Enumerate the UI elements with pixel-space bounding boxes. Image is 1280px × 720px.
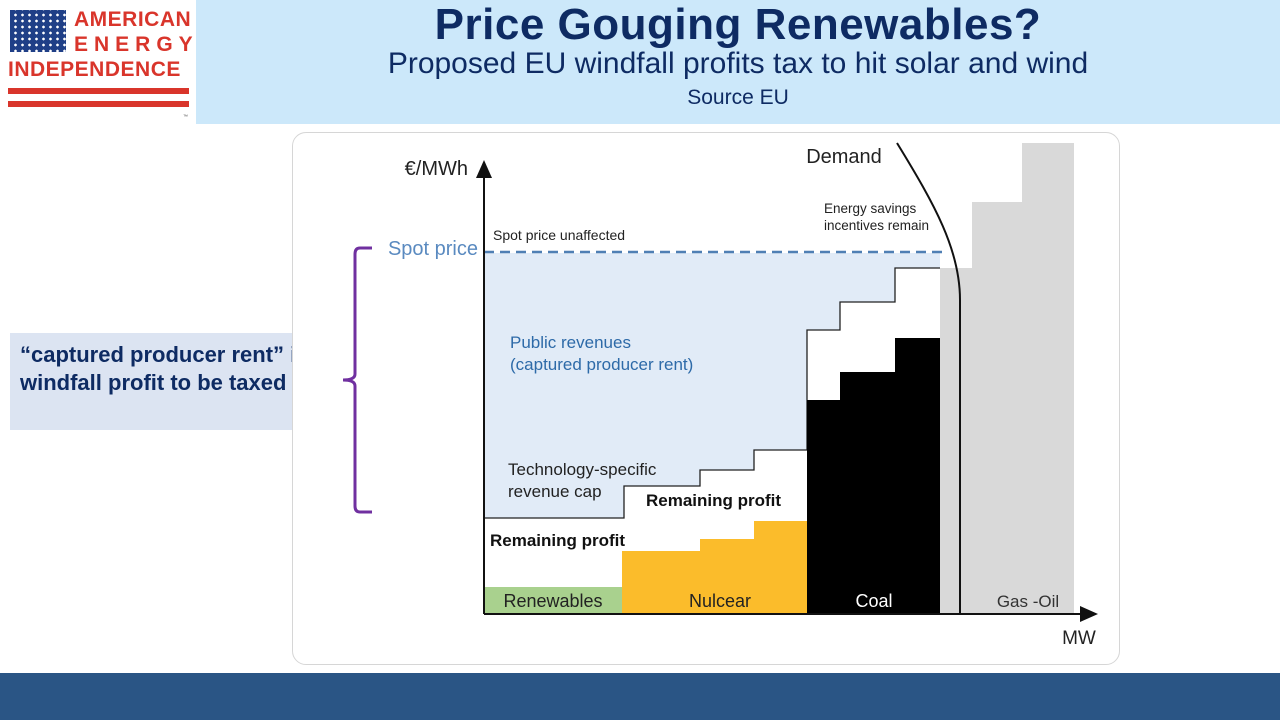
y-axis-label: €/MWh	[405, 158, 468, 180]
coal-bar	[807, 338, 940, 614]
logo-line-1: AMERICAN	[74, 8, 192, 31]
public-revenues-label: Public revenues	[510, 333, 631, 352]
y-axis-arrow	[476, 160, 492, 178]
logo-line-2: ENERGY	[74, 33, 199, 56]
coal-label: Coal	[855, 591, 892, 611]
remaining-profit-label-renewables: Remaining profit	[490, 531, 625, 550]
footer-bar	[0, 673, 1280, 720]
callout-box: “captured producer rent” is windfall pro…	[10, 333, 330, 430]
bracket-icon	[342, 246, 372, 514]
demand-label: Demand	[806, 146, 882, 168]
demand-curve	[896, 142, 961, 614]
slide-subtitle: Proposed EU windfall profits tax to hit …	[387, 47, 1089, 80]
logo-trademark: ™	[183, 114, 188, 120]
slide-source: Source EU	[687, 86, 789, 109]
renewables-bar	[484, 587, 622, 614]
x-axis-label: MW	[1062, 628, 1096, 649]
gas-label: Gas -Oil	[997, 592, 1059, 611]
logo-line-3: INDEPENDENCE	[8, 58, 181, 81]
revenue-cap-line	[484, 267, 940, 519]
logo-stripe	[8, 101, 189, 107]
public-revenue-area	[484, 253, 940, 518]
flag-icon	[10, 10, 66, 52]
logo: AMERICAN ENERGY INDEPENDENCE ™	[0, 0, 196, 124]
nuclear-bar	[622, 521, 807, 614]
slide-header: Price Gouging Renewables? Proposed EU wi…	[196, 0, 1280, 124]
tech-cap-sublabel: revenue cap	[508, 482, 602, 501]
spot-price-label: Spot price	[388, 238, 478, 260]
energy-savings-label: Energy savings	[824, 201, 917, 216]
nuclear-label: Nulcear	[689, 591, 751, 611]
renewables-label: Renewables	[503, 591, 602, 611]
slide-title: Price Gouging Renewables?	[434, 0, 1042, 49]
x-axis-arrow	[1080, 606, 1098, 622]
tech-cap-label: Technology-specific	[508, 460, 657, 479]
remaining-profit-label-nuclear: Remaining profit	[646, 491, 781, 510]
gas-bar	[940, 143, 1074, 614]
logo-stripe	[8, 88, 189, 94]
spot-unaffected-label: Spot price unaffected	[493, 227, 625, 243]
energy-savings-label-2: incentives remain	[824, 218, 929, 233]
public-revenues-sublabel: (captured producer rent)	[510, 355, 693, 374]
